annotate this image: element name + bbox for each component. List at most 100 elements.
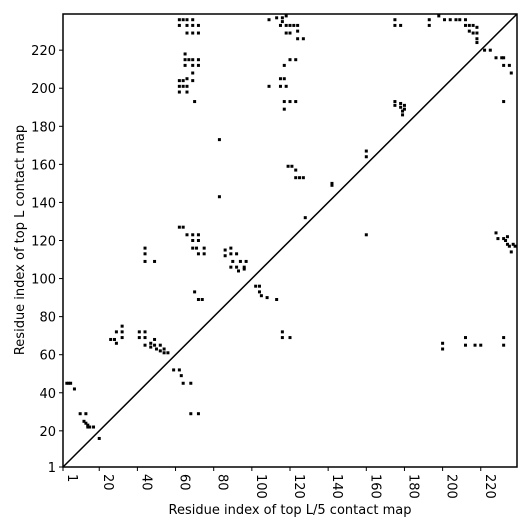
contact-point [183, 58, 187, 62]
x-tick-label: 160 [367, 474, 382, 499]
contact-point [502, 343, 506, 347]
contact-point [488, 48, 492, 52]
contact-point [229, 246, 233, 250]
contact-point [235, 265, 239, 269]
contact-point [280, 20, 284, 24]
y-tick-label: 1 [48, 461, 56, 476]
contact-point [120, 336, 124, 340]
y-tick-label: 160 [31, 158, 56, 173]
x-tick-label: 80 [215, 474, 230, 491]
contact-point [120, 324, 124, 328]
contact-point [507, 244, 511, 248]
contact-point [92, 425, 96, 429]
contact-point [196, 63, 200, 67]
contact-point [143, 336, 147, 340]
y-tick-label: 200 [31, 82, 56, 97]
contact-point [177, 90, 181, 94]
contact-point [303, 216, 307, 220]
contact-point [454, 18, 458, 22]
contact-point [189, 412, 193, 416]
contact-point [513, 244, 517, 248]
contact-point [294, 168, 298, 172]
contact-point [65, 381, 69, 385]
contact-point [244, 259, 248, 263]
contact-point [463, 23, 467, 27]
contact-point [257, 290, 261, 294]
contact-point [284, 14, 288, 18]
contact-point [181, 79, 185, 83]
x-tick-label: 40 [138, 474, 153, 491]
contact-point [502, 237, 506, 241]
contact-point [84, 412, 88, 416]
contact-point [191, 233, 195, 237]
contact-point [494, 56, 498, 60]
contact-point [441, 347, 445, 351]
contact-point [483, 48, 487, 52]
contact-point [254, 284, 258, 288]
contact-point [502, 56, 506, 60]
y-tick-label: 40 [39, 387, 56, 402]
contact-point [154, 347, 158, 351]
contact-point [473, 343, 477, 347]
contact-point [185, 90, 189, 94]
contact-point [502, 63, 506, 67]
contact-point [463, 343, 467, 347]
contact-point [185, 23, 189, 27]
contact-point [149, 345, 153, 349]
contact-point [401, 113, 405, 117]
y-tick-label: 80 [39, 311, 56, 326]
contact-point [67, 381, 71, 385]
contact-point [200, 298, 204, 302]
contact-point [278, 84, 282, 88]
contact-point [393, 23, 397, 27]
x-tick-label: 120 [291, 474, 306, 499]
contact-point [284, 23, 288, 27]
contact-point [149, 341, 153, 345]
contact-point [471, 23, 475, 27]
contact-point [196, 31, 200, 35]
contact-point [505, 235, 509, 239]
contact-point [185, 84, 189, 88]
contact-point [177, 18, 181, 22]
contact-point [143, 252, 147, 256]
contact-point [467, 29, 471, 33]
contact-point [223, 248, 227, 252]
contact-point [193, 100, 197, 104]
contact-point [183, 63, 187, 67]
contact-point [509, 250, 513, 254]
x-tick-label: 20 [100, 474, 115, 491]
contact-point [196, 23, 200, 27]
x-tick-label: 220 [482, 474, 497, 499]
y-tick-label: 60 [39, 349, 56, 364]
y-tick-label: 140 [31, 196, 56, 211]
x-tick-label: 1 [64, 474, 79, 482]
contact-point [393, 103, 397, 107]
contact-point [257, 284, 261, 288]
contact-point [153, 259, 157, 263]
contact-point [280, 16, 284, 20]
contact-point [185, 31, 189, 35]
y-axis-label: Residue index of top L contact map [13, 125, 28, 355]
contact-point [393, 18, 397, 22]
contact-point [78, 412, 82, 416]
contact-point [427, 23, 431, 27]
contact-point [88, 425, 92, 429]
contact-point [463, 18, 467, 22]
contact-point [294, 100, 298, 104]
contact-point [296, 29, 300, 33]
contact-point [284, 84, 288, 88]
contact-point [259, 294, 263, 298]
contact-point [475, 41, 479, 45]
contact-point [187, 58, 191, 62]
contact-point [402, 107, 406, 111]
contact-point [137, 336, 141, 340]
contact-point [86, 425, 90, 429]
contact-point [143, 330, 147, 334]
contact-point [158, 343, 162, 347]
contact-point [162, 351, 166, 355]
contact-point [153, 343, 157, 347]
x-tick-label: 140 [329, 474, 344, 499]
contact-point [242, 267, 246, 271]
contact-point [231, 259, 235, 263]
contact-point [114, 330, 118, 334]
